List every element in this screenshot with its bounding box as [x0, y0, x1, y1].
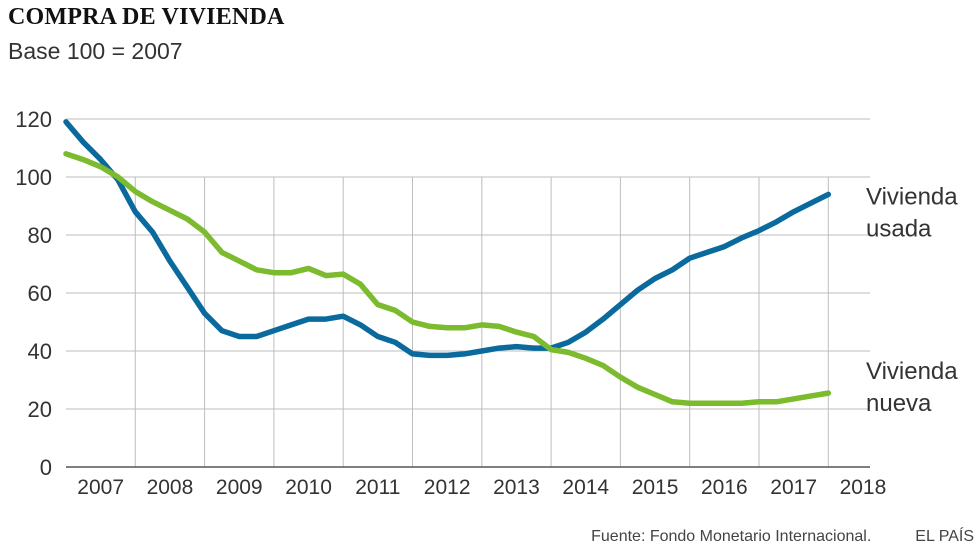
series-label-line: usada	[866, 215, 932, 242]
grid-layer	[66, 118, 870, 467]
x-tick-label: 2011	[355, 476, 400, 499]
series-line-vivienda-nueva	[63, 151, 832, 406]
y-tick-label: 0	[40, 455, 52, 480]
x-tick-label: 2007	[77, 476, 124, 499]
series-label-line: Vivienda	[866, 358, 958, 385]
x-tick-label: 2010	[285, 476, 332, 499]
series-label-line: nueva	[866, 390, 932, 417]
x-tick-label: 2012	[424, 476, 471, 499]
series-layer	[63, 119, 832, 406]
y-tick-label: 120	[15, 107, 52, 132]
y-tick-label: 60	[28, 281, 52, 306]
y-tick-label: 100	[15, 165, 52, 190]
series-label-vivienda-usada: Vivienda usada	[866, 183, 958, 242]
x-tick-label: 2018	[840, 476, 887, 499]
y-tick-label: 40	[28, 339, 52, 364]
brand-logo: EL PAÍS	[915, 528, 974, 545]
y-tick-label: 80	[28, 223, 52, 248]
y-tick-label: 20	[28, 397, 52, 422]
x-tick-label: 2016	[701, 476, 748, 499]
label-layer: Vivienda usada Vivienda nueva	[866, 183, 958, 417]
chart-subtitle: Base 100 = 2007	[8, 38, 183, 64]
series-label-vivienda-nueva: Vivienda nueva	[866, 358, 958, 417]
series-label-line: Vivienda	[866, 183, 958, 210]
footer: Fuente: Fondo Monetario Internacional. EL…	[591, 528, 974, 546]
x-tick-label: 2014	[562, 476, 609, 499]
x-tick-label: 2015	[632, 476, 679, 499]
source-note: Fuente: Fondo Monetario Internacional.	[591, 528, 872, 545]
x-tick-label: 2013	[493, 476, 540, 499]
x-tick-label: 2009	[216, 476, 263, 499]
chart-title: COMPRA DE VIVIENDA	[8, 4, 285, 30]
axis-layer: 0 20 40 60 80 100 120 2007 2008 2009 2010 2011 2012 2…	[15, 107, 886, 499]
x-tick-label: 2017	[770, 476, 817, 499]
x-tick-label: 2008	[147, 476, 194, 499]
series-line-vivienda-usada	[63, 119, 832, 359]
